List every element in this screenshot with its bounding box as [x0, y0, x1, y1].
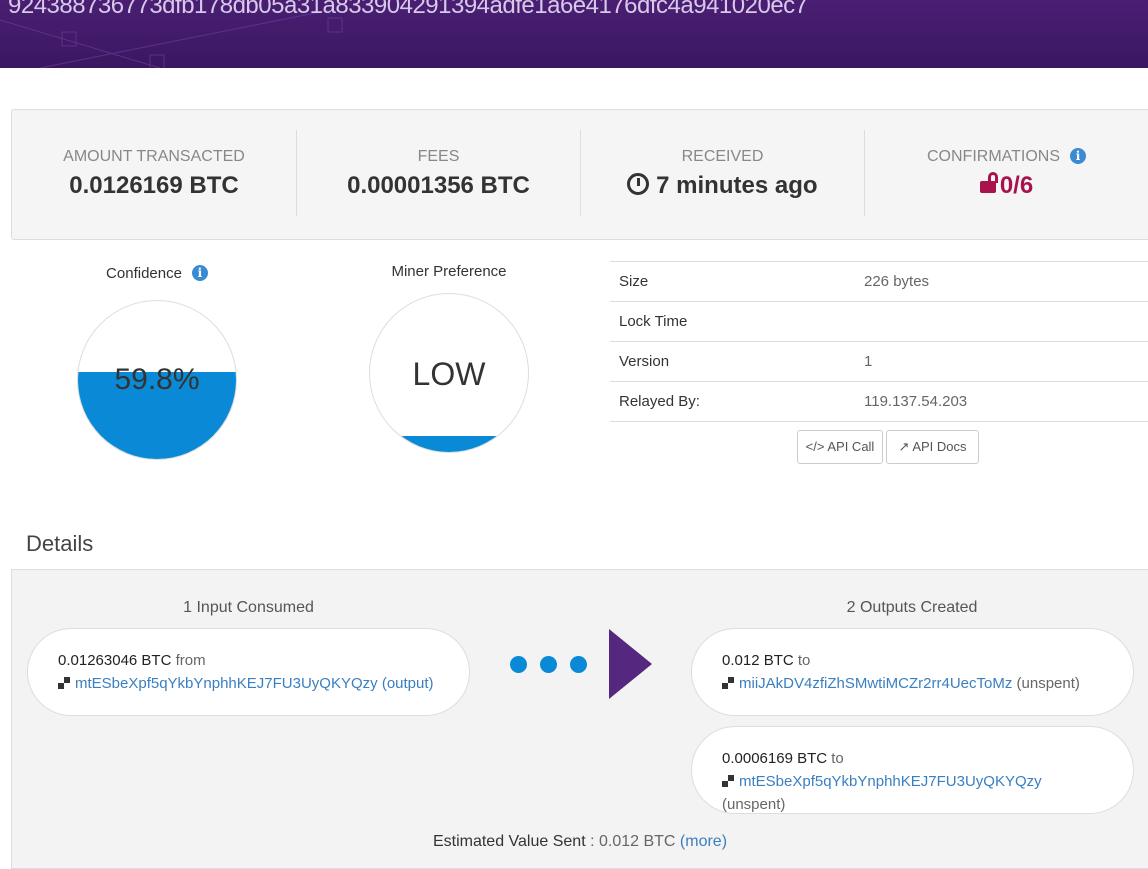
- row-key: Relayed By:: [610, 381, 864, 422]
- confidence-value: 59.8%: [114, 363, 200, 396]
- qr-code-icon[interactable]: [722, 677, 734, 689]
- flow-dot: [570, 656, 587, 673]
- table-row: Relayed By: 119.137.54.203: [610, 381, 1148, 422]
- direction-label: to: [797, 652, 811, 669]
- qr-code-icon[interactable]: [58, 677, 70, 689]
- output-amount: 0.0006169 BTC: [722, 750, 828, 767]
- details-heading: Details: [26, 531, 94, 556]
- direction-label: to: [831, 750, 844, 767]
- received-time: 7 minutes ago: [656, 172, 818, 199]
- info-icon[interactable]: i: [1070, 148, 1087, 164]
- input-item: 0.01263046 BTC from mtESbeXpf5qYkbYnphhK…: [27, 628, 470, 716]
- row-value: 226 bytes: [864, 261, 1148, 302]
- row-value: 1: [864, 341, 1148, 382]
- row-value: [864, 301, 1148, 342]
- estimated-value-sent: Estimated Value Sent : 0.012 BTC (more): [0, 833, 1148, 851]
- stat-label: FEES: [417, 148, 460, 165]
- input-amount: 0.01263046 BTC: [58, 652, 172, 669]
- row-value: 119.137.54.203: [864, 381, 1148, 422]
- output-item: 0.0006169 BTC to mtESbeXpf5qYkbYnphhKEJ7…: [691, 726, 1134, 814]
- transaction-hash: 924388736773dfb178db05a31a833904291394ad…: [8, 0, 808, 19]
- flow-dot: [510, 656, 527, 673]
- direction-label: from: [175, 652, 206, 669]
- confidence-gauge: 59.8%: [77, 300, 237, 460]
- stats-panel: AMOUNT TRANSACTED 0.0126169 BTC FEES 0.0…: [11, 109, 1148, 240]
- output-status: (unspent): [1016, 675, 1080, 692]
- table-row: Size 226 bytes: [610, 261, 1148, 302]
- stat-label: CONFIRMATIONS: [926, 148, 1061, 165]
- stat-value: 0/6: [865, 172, 1148, 200]
- output-link[interactable]: (output): [381, 675, 434, 692]
- stat-confirmations: CONFIRMATIONS i 0/6: [864, 130, 1148, 216]
- miner-preference-gauge: LOW: [369, 293, 529, 453]
- confidence-fill: [78, 372, 236, 459]
- stat-label: AMOUNT TRANSACTED: [63, 148, 245, 165]
- cube-pattern-icon: [0, 9, 343, 68]
- qr-code-icon[interactable]: [722, 775, 734, 787]
- details-panel: [11, 569, 1148, 869]
- confirmations-count: 0/6: [999, 172, 1034, 199]
- output-amount: 0.012 BTC: [722, 652, 794, 669]
- output-status: (unspent): [722, 796, 786, 813]
- miner-preference-title: Miner Preference: [391, 263, 507, 280]
- transaction-info-table: Size 226 bytes Lock Time Version 1 Relayed…: [610, 261, 1148, 422]
- estimated-label: Estimated Value Sent: [432, 833, 586, 850]
- unlock-icon: [979, 172, 998, 193]
- row-key: Size: [610, 261, 864, 302]
- inputs-title: 1 Input Consumed: [183, 599, 314, 616]
- miner-preference-fill: [370, 436, 528, 452]
- miner-preference-value: LOW: [412, 356, 486, 392]
- stat-value: 7 minutes ago: [581, 172, 864, 200]
- stat-fees: FEES 0.00001356 BTC: [296, 130, 580, 216]
- output-address-link[interactable]: miiJAkDV4zfiZhSMwtiMCZr2rr4UecToMz: [739, 675, 1013, 692]
- outputs-title: 2 Outputs Created: [846, 599, 978, 616]
- table-row: Version 1: [610, 341, 1148, 382]
- header-banner: 924388736773dfb178db05a31a833904291394ad…: [0, 0, 1148, 68]
- output-address-link[interactable]: mtESbeXpf5qYkbYnphhKEJ7FU3UyQKYQzy: [739, 773, 1042, 790]
- table-row: Lock Time: [610, 301, 1148, 342]
- input-address-link[interactable]: mtESbeXpf5qYkbYnphhKEJ7FU3UyQKYQzy: [75, 675, 378, 692]
- row-key: Version: [610, 341, 864, 382]
- stat-amount: AMOUNT TRANSACTED 0.0126169 BTC: [12, 130, 296, 216]
- info-icon[interactable]: i: [191, 265, 208, 281]
- api-docs-button[interactable]: ↗ API Docs: [886, 430, 979, 464]
- external-link-icon: ↗: [898, 439, 910, 454]
- stat-received: RECEIVED 7 minutes ago: [580, 130, 864, 216]
- stat-label: RECEIVED: [681, 148, 764, 165]
- arrow-right-icon: [609, 629, 652, 699]
- estimated-value: : 0.012 BTC: [590, 833, 676, 850]
- api-call-button[interactable]: </> API Call: [797, 430, 883, 464]
- more-link[interactable]: (more): [679, 833, 728, 850]
- output-item: 0.012 BTC to miiJAkDV4zfiZhSMwtiMCZr2rr4…: [691, 628, 1134, 716]
- clock-icon: [627, 173, 650, 195]
- confidence-title: Confidence i: [57, 265, 257, 282]
- flow-dot: [540, 656, 557, 673]
- row-key: Lock Time: [610, 301, 864, 342]
- stat-value: 0.0126169 BTC: [69, 172, 239, 199]
- stat-value: 0.00001356 BTC: [347, 172, 530, 199]
